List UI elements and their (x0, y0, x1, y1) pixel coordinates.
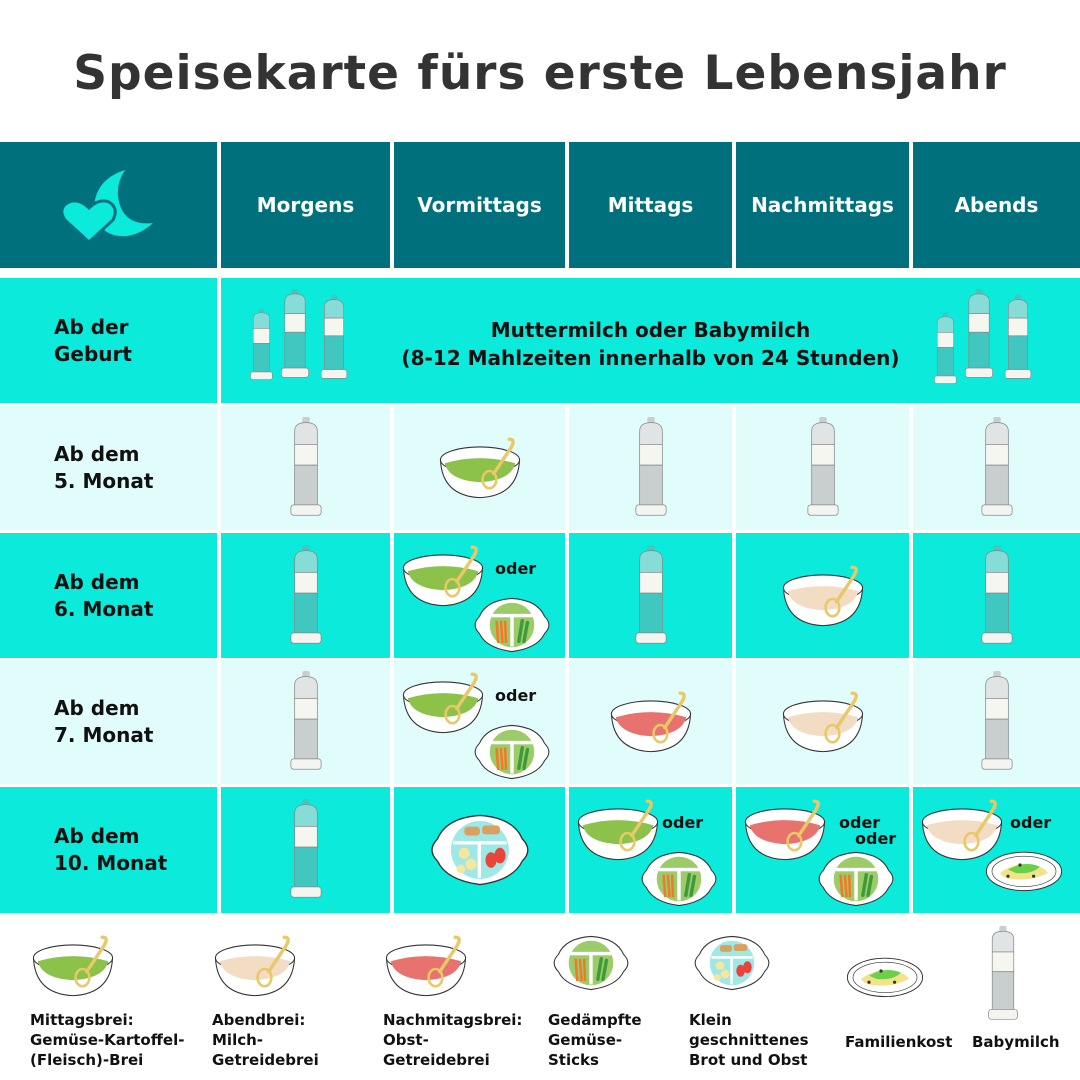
meal-cell (394, 787, 565, 913)
legend-label: Gedämpfte Gemüse- Sticks (548, 1011, 642, 1069)
plate-family-icon (845, 955, 925, 999)
bottle-gray-icon (286, 416, 326, 520)
meal-cell (569, 533, 732, 658)
milk-text-line2: (8-12 Mahlzeiten innerhalb von 24 Stunde… (401, 346, 900, 370)
bowl-beige-icon (780, 689, 866, 755)
meal-cell (221, 533, 390, 658)
meal-cell (221, 406, 390, 530)
legend-label: Mittagsbrei: Gemüse-Kartoffel- (Fleisch)… (30, 1011, 185, 1069)
legend-label: Familienkost (845, 1033, 953, 1051)
row-label: Ab dem 7. Monat (0, 660, 217, 784)
column-header-mittags: Mittags (569, 142, 732, 268)
plate-sticks-icon (813, 849, 899, 909)
oder-text: oder (1010, 813, 1052, 832)
meal-cell (913, 406, 1080, 530)
row-label: Ab dem 5. Monat (0, 406, 217, 530)
meal-cell (221, 787, 390, 913)
oder-text: oder (495, 559, 537, 578)
meal-cell (736, 406, 909, 530)
bowl-green-icon (400, 543, 486, 609)
legend-label: Babymilch (972, 1033, 1060, 1051)
bottle-gray-icon (984, 925, 1022, 1024)
meal-cell: oder oder (736, 787, 909, 913)
oder-text: oder (839, 813, 881, 832)
bowl-green-icon (437, 435, 523, 501)
plate-bread-fruit-icon (424, 811, 536, 889)
page-title: Speisekarte fürs erste Lebensjahr (73, 46, 1007, 101)
bowl-green-icon (30, 933, 116, 999)
bowl-pink-icon (742, 797, 828, 863)
meal-cell: oder (394, 660, 565, 784)
bowl-beige-icon (780, 563, 866, 629)
bowl-green-icon (575, 797, 661, 863)
meal-cell: oder (394, 533, 565, 658)
header-logo-cell (0, 142, 217, 268)
oder-text: oder (855, 829, 897, 848)
milk-text-line1: Muttermilch oder Babymilch (490, 318, 811, 342)
bottle-teal-icon (317, 294, 351, 382)
meal-cell (913, 660, 1080, 784)
bowl-beige-icon (212, 933, 298, 999)
meal-cell (569, 660, 732, 784)
bottle-gray-icon (977, 416, 1017, 520)
bottle-teal-icon (286, 544, 326, 648)
bowl-green-icon (400, 670, 486, 736)
legend-label: Abendbrei: Milch- Getreidebrei (212, 1011, 319, 1069)
plate-sticks-icon (548, 933, 634, 993)
plate-sticks-icon (469, 722, 555, 782)
plate-sticks-icon (636, 849, 722, 909)
meal-cell (913, 533, 1080, 658)
bottle-gray-icon (631, 416, 671, 520)
bottle-teal-icon (286, 798, 326, 902)
meal-cell (736, 660, 909, 784)
bottle-teal-icon (977, 544, 1017, 648)
meal-cell: oder (913, 787, 1080, 913)
bottle-teal-icon (961, 288, 997, 382)
bottle-teal-icon (631, 544, 671, 648)
plate-sticks-icon (469, 595, 555, 655)
column-header-vormittags: Vormittags (394, 142, 565, 268)
row-label: Ab dem 6. Monat (0, 533, 217, 658)
bowl-pink-icon (608, 689, 694, 755)
meal-cell (736, 533, 909, 658)
meal-cell (569, 406, 732, 530)
column-header-abends: Abends (913, 142, 1080, 268)
oder-text: oder (662, 813, 704, 832)
row-label: Ab der Geburt (0, 278, 217, 403)
bottle-teal-icon (247, 308, 276, 383)
row-label: Ab dem 10. Monat (0, 787, 217, 913)
bowl-pink-icon (383, 933, 469, 999)
column-header-nachmittags: Nachmittags (736, 142, 909, 268)
plate-family-icon (984, 849, 1064, 893)
bottle-gray-icon (977, 670, 1017, 774)
plate-bread-fruit-icon (689, 933, 775, 993)
bottle-teal-icon (1001, 294, 1035, 382)
column-header-morgens: Morgens (221, 142, 390, 268)
merged-milk-cell: Muttermilch oder Babymilch (8-12 Mahlzeit… (221, 278, 1080, 403)
bottle-gray-icon (803, 416, 843, 520)
legend-label: Nachmitagsbrei: Obst- Getreidebrei (383, 1011, 523, 1069)
bowl-beige-icon (919, 797, 1005, 863)
bottle-gray-icon (286, 670, 326, 774)
bottle-teal-icon (931, 312, 960, 387)
oder-text: oder (495, 686, 537, 705)
moon-heart-icon (59, 170, 153, 245)
meal-cell (394, 406, 565, 530)
bottle-teal-icon (277, 288, 313, 382)
meal-cell: oder (569, 787, 732, 913)
legend-label: Klein geschnittenes Brot und Obst (689, 1011, 809, 1069)
meal-cell (221, 660, 390, 784)
milk-text: Muttermilch oder Babymilch (8-12 Mahlzeit… (221, 316, 1080, 372)
